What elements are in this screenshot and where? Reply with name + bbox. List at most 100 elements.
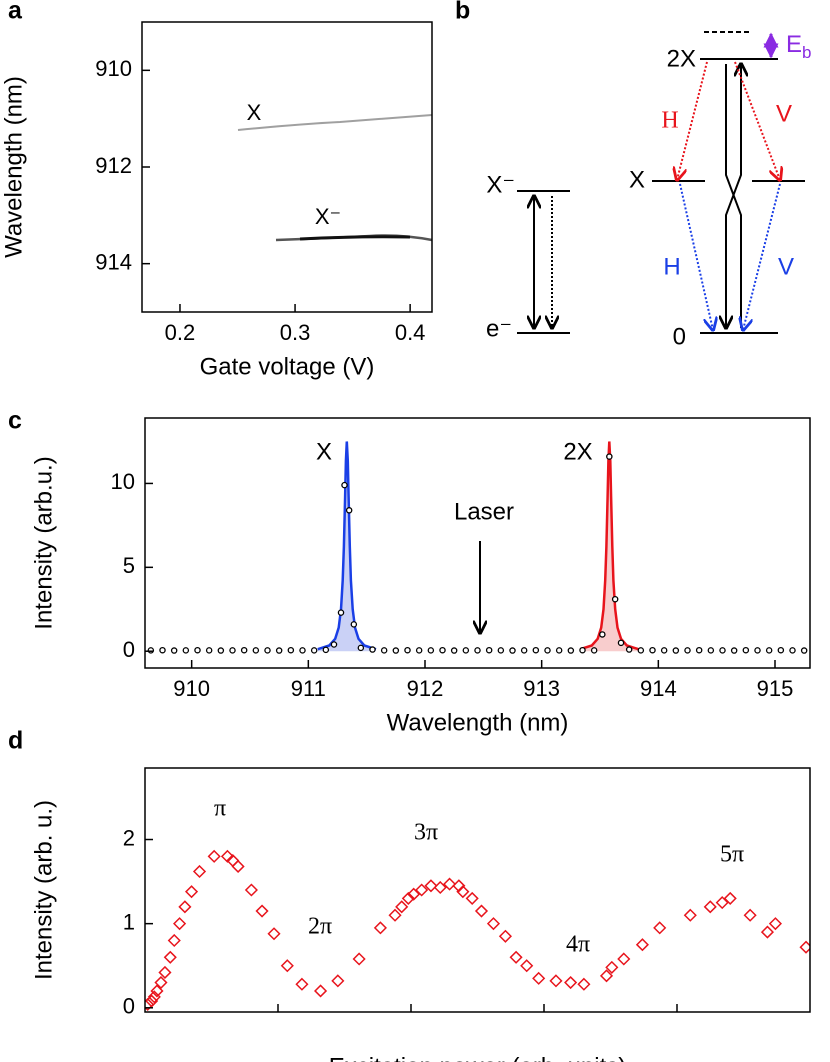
data-point xyxy=(625,646,633,653)
data-point xyxy=(777,646,785,654)
x-axis-label: Gate voltage (V) xyxy=(200,353,375,380)
data-point xyxy=(337,609,345,616)
data-point xyxy=(267,927,281,941)
data-point xyxy=(145,997,155,1011)
level-label: e⁻ xyxy=(486,315,512,342)
data-point xyxy=(577,977,591,991)
y-tick-label: 910 xyxy=(95,56,132,81)
data-point xyxy=(599,631,606,638)
polarization: H xyxy=(663,253,680,280)
data-point xyxy=(497,647,505,654)
diagram xyxy=(517,31,805,334)
x-tick-label: 0.2 xyxy=(165,320,196,345)
data-point xyxy=(170,647,178,654)
data-point xyxy=(345,507,353,514)
data-point xyxy=(789,647,796,654)
data-point xyxy=(660,647,668,654)
data-point xyxy=(703,900,717,914)
data-point xyxy=(295,977,309,991)
binding-energy: Eb xyxy=(786,31,811,62)
annotation: X⁻ xyxy=(315,204,341,229)
y-tick-label: 0 xyxy=(123,994,135,1019)
fit-area xyxy=(580,441,639,652)
fit-line xyxy=(579,441,639,651)
data-point xyxy=(310,647,318,654)
transition-arrow xyxy=(725,64,742,328)
data-point xyxy=(485,646,493,654)
level-label: 0 xyxy=(673,323,686,350)
data-point xyxy=(695,646,703,654)
annotation: π xyxy=(214,796,226,822)
data-point xyxy=(474,904,489,918)
data-point xyxy=(564,975,578,990)
data-point xyxy=(498,929,512,943)
x-tick-label: 912 xyxy=(407,676,444,701)
x-axis-label: Wavelength (nm) xyxy=(387,709,569,736)
data-point xyxy=(350,621,358,628)
plot-frame xyxy=(141,21,433,313)
x-tick-label: 915 xyxy=(757,676,794,701)
data-point xyxy=(158,965,172,980)
y-tick-label: 10 xyxy=(111,469,135,494)
chart: 0.2 0.3 0.4 910 912 914 Gate voltage (V) Wavele… xyxy=(0,21,433,380)
data-point xyxy=(800,647,808,654)
data-point xyxy=(590,647,598,654)
data-point xyxy=(462,647,470,654)
x-ticks xyxy=(277,1004,678,1012)
data-point xyxy=(255,904,269,918)
emission-arrow xyxy=(734,61,780,180)
data-point xyxy=(684,647,691,654)
data-point xyxy=(407,887,421,901)
x-tick-label: 910 xyxy=(173,676,210,701)
data-point xyxy=(599,969,614,983)
data-point xyxy=(331,974,345,988)
data-point xyxy=(456,885,470,899)
data-point xyxy=(768,917,782,931)
level-label: X⁻ xyxy=(486,171,515,198)
data-point xyxy=(352,952,366,966)
data-point xyxy=(184,885,199,899)
data-point xyxy=(357,644,365,652)
data-point xyxy=(231,859,245,874)
data-point xyxy=(207,849,221,863)
y-tick-label: 914 xyxy=(95,249,132,274)
data-point xyxy=(380,647,388,654)
data-point xyxy=(178,900,192,914)
fit-area xyxy=(317,441,376,652)
data-point xyxy=(194,646,201,654)
data-point xyxy=(369,646,376,653)
data-point xyxy=(742,646,750,654)
polarization: V xyxy=(776,100,792,127)
data-point xyxy=(649,646,656,654)
annotation: 2X xyxy=(563,438,592,465)
data-point xyxy=(637,647,645,654)
data-point xyxy=(395,900,409,914)
data-point xyxy=(579,646,586,654)
data-point xyxy=(474,647,481,654)
data-point xyxy=(341,481,348,489)
data-point xyxy=(244,883,258,897)
xminus-feature xyxy=(299,235,411,241)
plot-area xyxy=(145,849,810,1011)
data-point xyxy=(443,877,457,891)
data-point xyxy=(486,917,501,931)
panel-label: d xyxy=(8,727,23,755)
data-point xyxy=(743,908,757,922)
data-point xyxy=(605,960,619,974)
data-point xyxy=(217,647,225,654)
data-point xyxy=(280,959,294,973)
data-point xyxy=(275,647,283,654)
data-point xyxy=(427,647,435,654)
data-point xyxy=(509,950,523,964)
annotation: Laser xyxy=(454,498,514,525)
panel-label: a xyxy=(8,0,23,25)
annotation: 2π xyxy=(308,914,332,940)
data-point xyxy=(145,994,159,1008)
polarization: V xyxy=(778,253,794,280)
data-point xyxy=(388,908,402,922)
plot-frame xyxy=(144,767,811,1013)
x-tick-label: 0.4 xyxy=(395,320,426,345)
data-point xyxy=(567,647,575,654)
